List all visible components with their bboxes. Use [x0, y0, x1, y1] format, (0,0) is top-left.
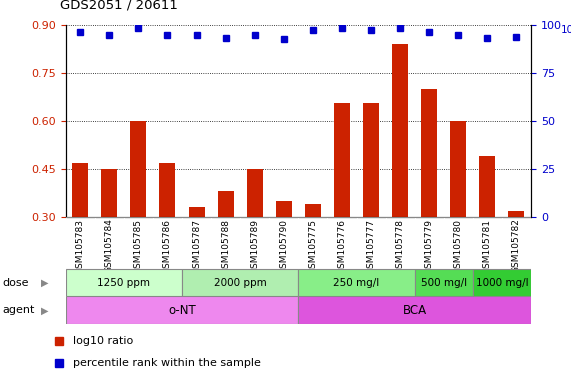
Bar — [188, 207, 204, 217]
Bar — [72, 162, 88, 217]
Text: ▶: ▶ — [41, 305, 49, 315]
Text: GSM105781: GSM105781 — [483, 218, 492, 273]
Text: GDS2051 / 20611: GDS2051 / 20611 — [60, 0, 178, 12]
Text: GSM105786: GSM105786 — [163, 218, 172, 273]
Text: 1000 mg/l: 1000 mg/l — [476, 278, 528, 288]
Bar — [421, 89, 437, 217]
Text: GSM105782: GSM105782 — [512, 218, 521, 273]
Bar — [451, 121, 467, 217]
Bar — [480, 156, 496, 217]
Text: o-NT: o-NT — [168, 304, 196, 317]
Text: 1250 ppm: 1250 ppm — [97, 278, 150, 288]
Bar — [334, 103, 350, 217]
Bar — [159, 162, 175, 217]
Text: GSM105789: GSM105789 — [250, 218, 259, 273]
Bar — [247, 169, 263, 217]
Bar — [182, 269, 298, 296]
Text: GSM105785: GSM105785 — [134, 218, 143, 273]
Bar — [298, 269, 415, 296]
Text: GSM105779: GSM105779 — [425, 218, 434, 273]
Text: GSM105780: GSM105780 — [454, 218, 463, 273]
Bar — [66, 269, 182, 296]
Text: 2000 ppm: 2000 ppm — [214, 278, 267, 288]
Text: GSM105778: GSM105778 — [396, 218, 405, 273]
Bar — [298, 296, 531, 324]
Text: GSM105788: GSM105788 — [221, 218, 230, 273]
Bar — [101, 169, 117, 217]
Text: GSM105776: GSM105776 — [337, 218, 347, 273]
Bar — [276, 201, 292, 217]
Bar — [218, 191, 234, 217]
Text: agent: agent — [3, 305, 35, 315]
Bar — [509, 210, 525, 217]
Text: GSM105783: GSM105783 — [76, 218, 85, 273]
Bar — [473, 269, 531, 296]
Text: GSM105777: GSM105777 — [367, 218, 376, 273]
Text: percentile rank within the sample: percentile rank within the sample — [73, 358, 261, 368]
Text: GSM105784: GSM105784 — [105, 218, 114, 273]
Text: 100%: 100% — [561, 25, 571, 35]
Text: GSM105787: GSM105787 — [192, 218, 201, 273]
Bar — [392, 44, 408, 217]
Text: 250 mg/l: 250 mg/l — [333, 278, 380, 288]
Bar — [130, 121, 146, 217]
Text: GSM105775: GSM105775 — [308, 218, 317, 273]
Bar — [305, 204, 321, 217]
Text: GSM105790: GSM105790 — [279, 218, 288, 273]
Text: BCA: BCA — [403, 304, 427, 317]
Text: log10 ratio: log10 ratio — [73, 336, 134, 346]
Bar — [66, 296, 298, 324]
Text: 500 mg/l: 500 mg/l — [421, 278, 467, 288]
Text: dose: dose — [3, 278, 29, 288]
Bar — [415, 269, 473, 296]
Bar — [363, 103, 379, 217]
Text: ▶: ▶ — [41, 278, 49, 288]
